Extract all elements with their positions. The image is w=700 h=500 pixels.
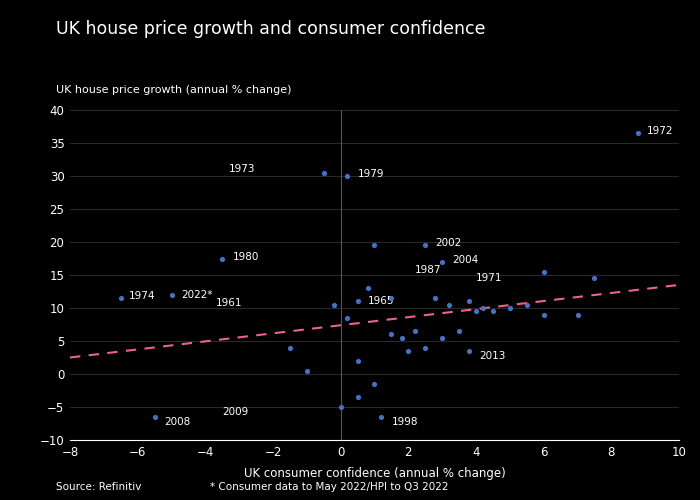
Text: 2008: 2008 [164, 417, 191, 427]
Point [149, 413, 160, 421]
Point [419, 344, 430, 351]
Point [352, 357, 363, 365]
Text: 1961: 1961 [216, 298, 242, 308]
Point [437, 258, 448, 266]
Point [386, 330, 397, 338]
Text: * Consumer data to May 2022/HPI to Q3 2022: * Consumer data to May 2022/HPI to Q3 20… [210, 482, 449, 492]
Point [362, 284, 373, 292]
Point [572, 310, 583, 318]
Point [376, 413, 387, 421]
Point [437, 334, 448, 342]
Point [430, 294, 441, 302]
Point [477, 304, 489, 312]
Point [419, 242, 430, 250]
Point [342, 172, 353, 180]
Point [463, 298, 475, 306]
Point [487, 308, 498, 316]
Text: 2022*: 2022* [181, 290, 213, 300]
Point [470, 308, 482, 316]
Point [396, 334, 407, 342]
Text: 1973: 1973 [229, 164, 256, 174]
Text: 2013: 2013 [480, 351, 506, 361]
Text: UK house price growth (annual % change): UK house price growth (annual % change) [56, 85, 291, 95]
Point [443, 300, 454, 308]
Point [284, 344, 295, 351]
Point [402, 347, 414, 355]
Point [589, 274, 600, 282]
Text: 2004: 2004 [452, 256, 479, 266]
Text: 2009: 2009 [222, 408, 248, 418]
Text: 1972: 1972 [647, 126, 673, 136]
Point [369, 242, 380, 250]
Point [301, 366, 312, 374]
Point [463, 347, 475, 355]
Point [335, 403, 346, 411]
Point [342, 314, 353, 322]
Text: 2002: 2002 [435, 238, 462, 248]
Text: 1998: 1998 [391, 417, 418, 427]
X-axis label: UK consumer confidence (annual % change): UK consumer confidence (annual % change) [244, 467, 505, 480]
Point [369, 380, 380, 388]
Point [328, 300, 339, 308]
Text: 1987: 1987 [415, 266, 442, 276]
Text: UK house price growth and consumer confidence: UK house price growth and consumer confi… [56, 20, 486, 38]
Text: 1979: 1979 [358, 169, 384, 179]
Point [521, 300, 532, 308]
Point [504, 304, 515, 312]
Point [352, 393, 363, 401]
Point [633, 129, 644, 137]
Point [386, 294, 397, 302]
Point [115, 294, 126, 302]
Point [538, 310, 550, 318]
Text: 1974: 1974 [130, 291, 155, 301]
Text: 1971: 1971 [476, 274, 503, 283]
Point [318, 168, 329, 176]
Point [216, 254, 228, 262]
Point [538, 268, 550, 276]
Text: Source: Refinitiv: Source: Refinitiv [56, 482, 141, 492]
Point [352, 298, 363, 306]
Text: 1965: 1965 [368, 296, 394, 306]
Point [454, 327, 465, 335]
Point [166, 291, 177, 299]
Text: 1980: 1980 [232, 252, 259, 262]
Point [410, 327, 421, 335]
